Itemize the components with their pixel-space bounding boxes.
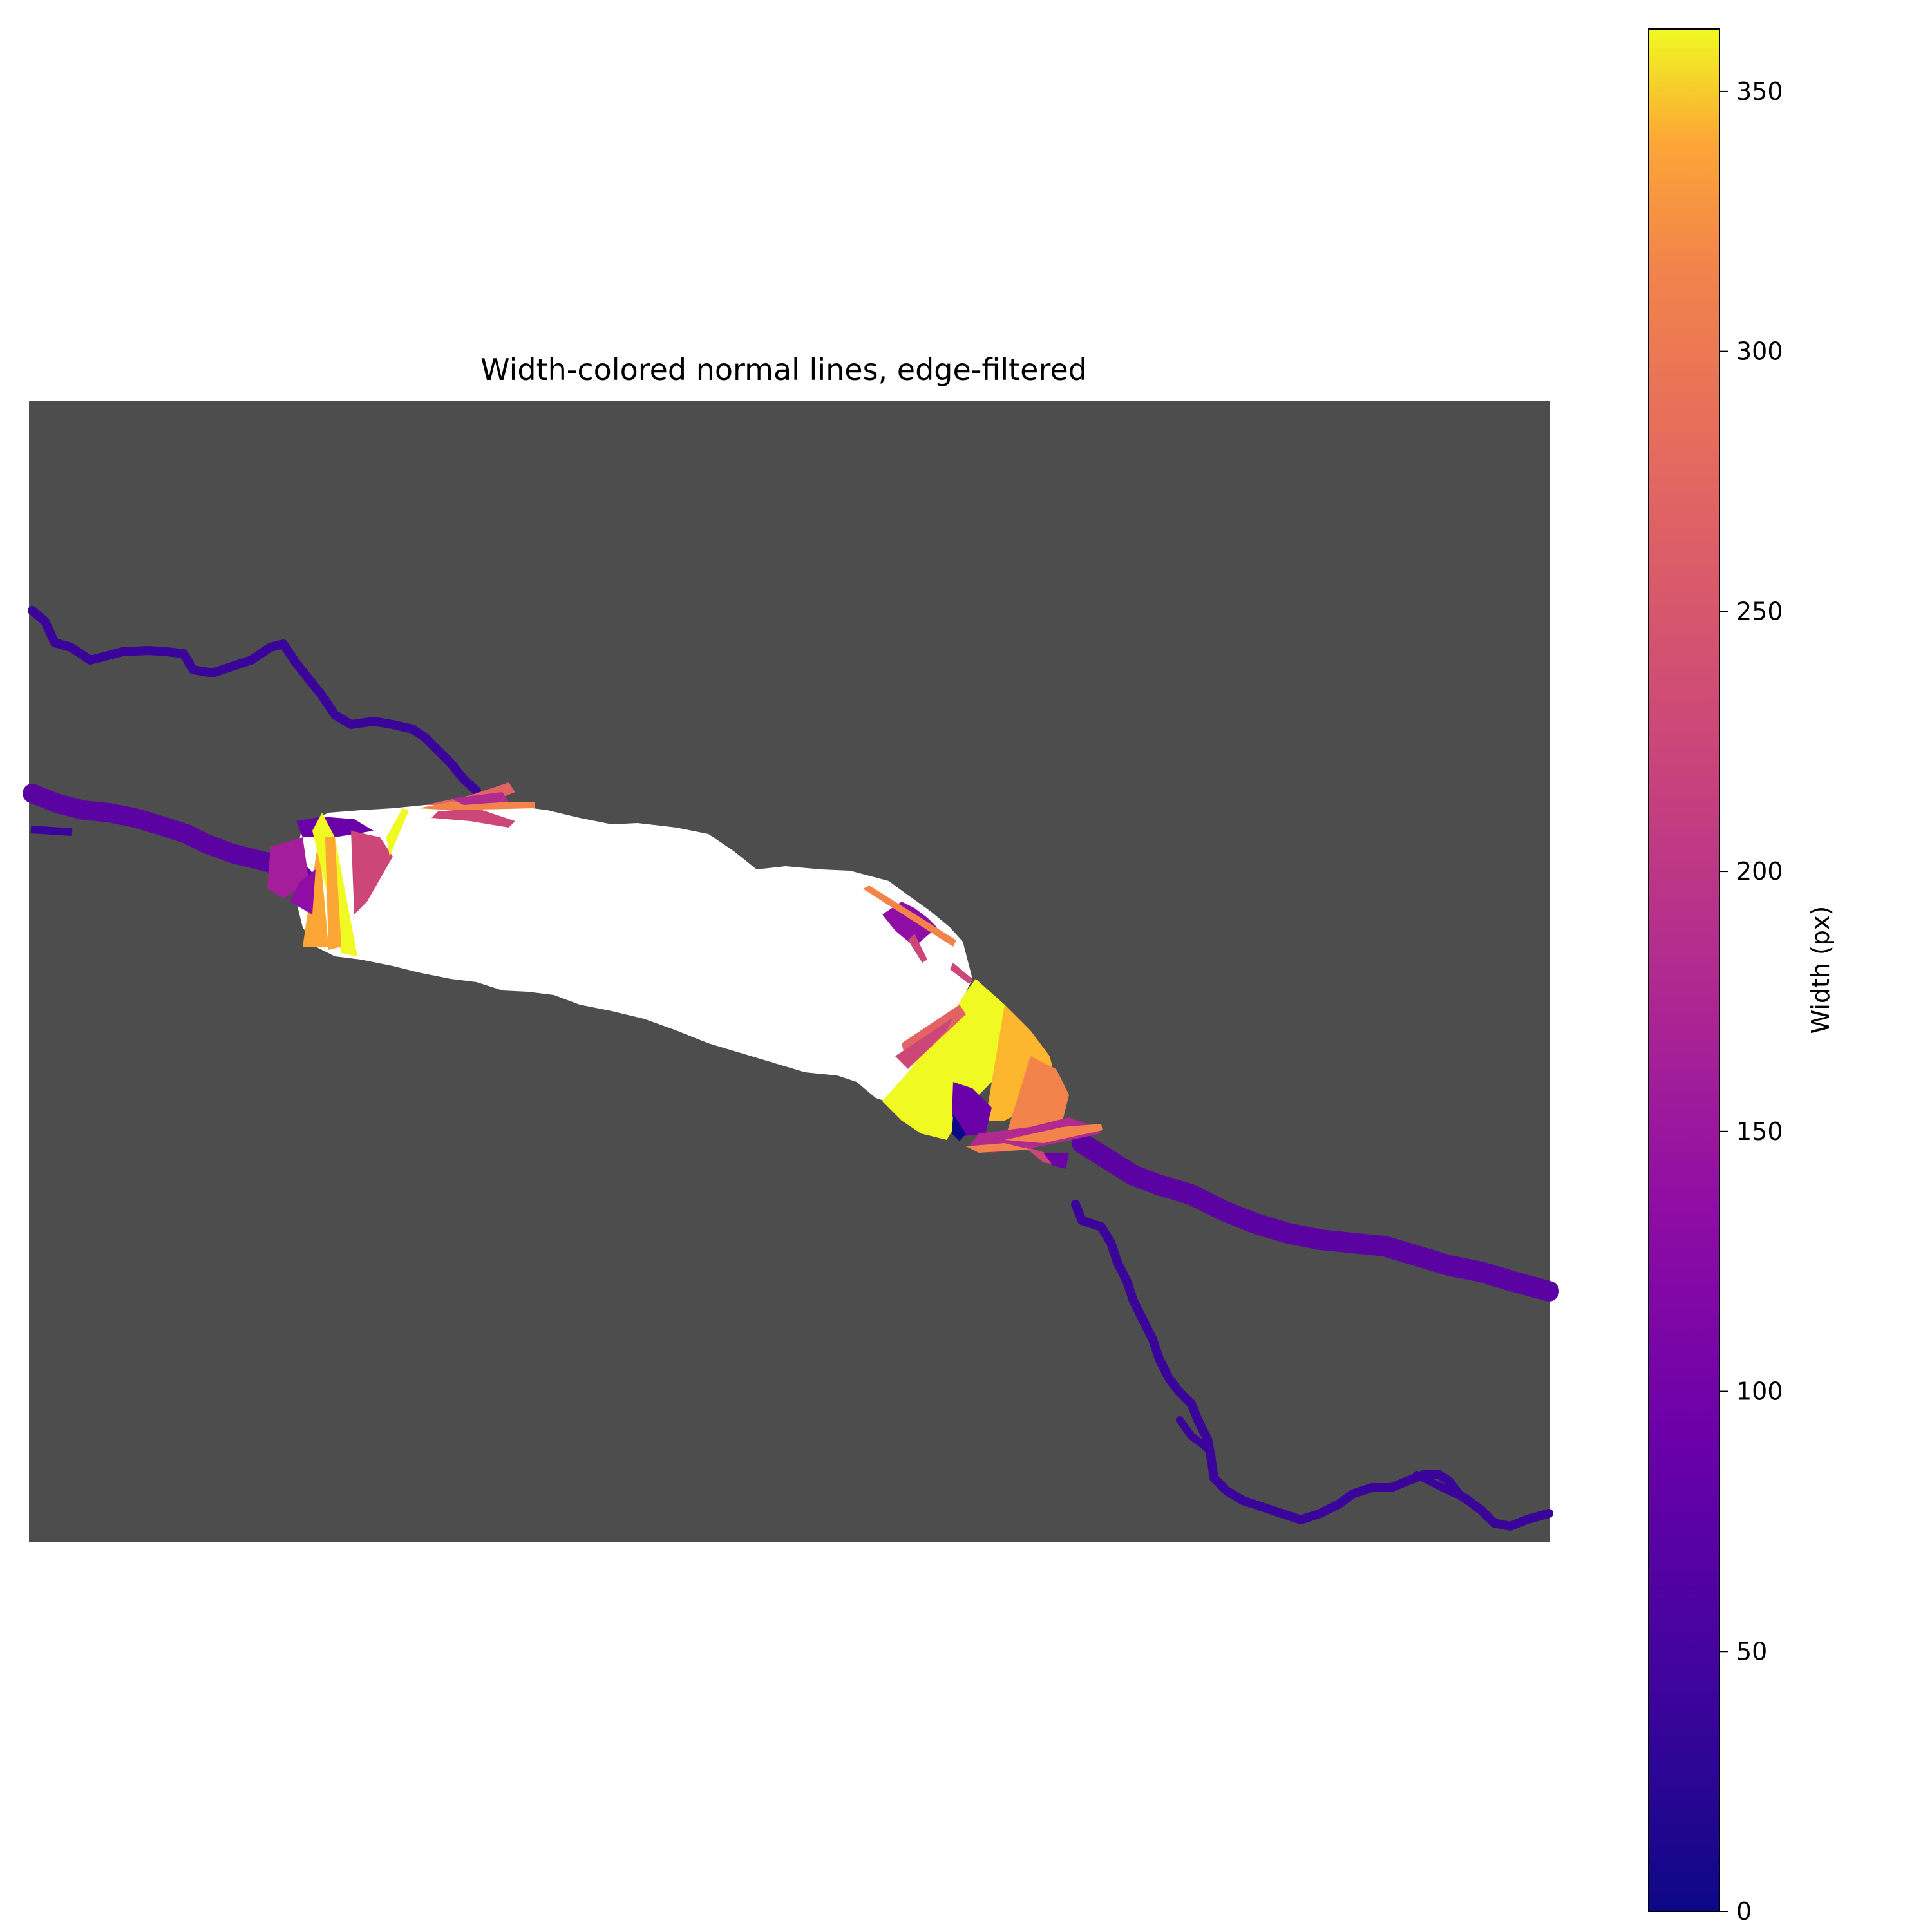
width-mark	[952, 1082, 992, 1137]
colorbar: 0 50 100 150 200 250 300 350 Width (px)	[1648, 28, 1835, 1926]
south-tributary-branch	[1176, 1416, 1215, 1456]
width-lines-right	[882, 979, 1103, 1169]
width-mark	[419, 802, 535, 810]
width-mark	[908, 934, 927, 963]
width-mark	[895, 1018, 953, 1069]
width-lines-notch	[863, 886, 972, 984]
width-mark	[1043, 1153, 1069, 1169]
chart-title: Width-colored normal lines, edge-filtere…	[480, 352, 1087, 387]
width-mark	[386, 808, 409, 857]
width-lines-left	[267, 808, 409, 956]
width-mark	[1005, 1124, 1103, 1143]
colorbar-tick-label: 0	[1736, 1897, 1752, 1926]
left-stub	[30, 826, 73, 836]
width-lines-top	[419, 782, 535, 828]
colorbar-tick-label: 250	[1736, 597, 1783, 625]
width-mark	[1005, 1056, 1069, 1140]
colorbar-tick-label: 200	[1736, 857, 1783, 886]
colorbar-tick-label: 300	[1736, 337, 1783, 366]
colorbar-tick-label: 350	[1736, 77, 1783, 106]
width-mark	[950, 963, 972, 984]
width-mark	[882, 979, 1030, 1140]
north-tributary	[28, 606, 481, 795]
river-region	[293, 804, 972, 1101]
colorbar-tick-label: 100	[1736, 1378, 1783, 1406]
width-mark	[966, 1143, 1030, 1153]
width-mark	[303, 837, 328, 947]
colorbar-gradient	[1648, 28, 1720, 1912]
width-mark	[431, 808, 515, 828]
colorbar-ticks: 0 50 100 150 200 250 300 350	[1719, 77, 1783, 1926]
width-mark	[882, 902, 937, 947]
width-mark	[267, 837, 309, 898]
width-mark	[952, 1114, 966, 1141]
width-mark	[863, 886, 956, 947]
width-mark	[351, 831, 393, 914]
south-tributary-branch-2	[1413, 1471, 1459, 1498]
colorbar-tick-label: 50	[1736, 1637, 1767, 1665]
main-river-right	[1072, 1133, 1559, 1302]
plot-area	[23, 401, 1559, 1542]
width-mark	[325, 837, 341, 950]
width-mark	[451, 792, 509, 805]
main-river-left	[23, 784, 312, 886]
colorbar-tick-label: 150	[1736, 1117, 1783, 1146]
colorbar-label: Width (px)	[1806, 906, 1835, 1034]
width-mark	[290, 869, 316, 914]
